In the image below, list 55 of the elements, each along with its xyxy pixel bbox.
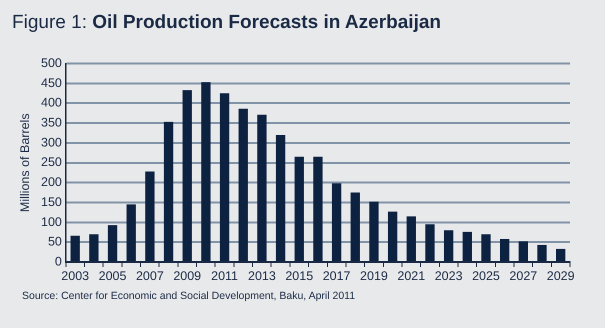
x-tick-label: 2013 xyxy=(248,268,276,283)
x-tick-label: 2007 xyxy=(136,268,164,283)
bar xyxy=(276,134,286,261)
x-tick-label: 2023 xyxy=(434,268,463,283)
bar xyxy=(108,225,118,261)
bar xyxy=(313,156,323,261)
y-tick-label: 500 xyxy=(40,56,62,70)
y-tick-label: 300 xyxy=(40,135,62,150)
bar xyxy=(201,82,211,261)
y-tick-label: 450 xyxy=(40,76,62,90)
bar xyxy=(537,244,547,261)
bar xyxy=(164,122,174,261)
bar xyxy=(350,192,360,261)
bar xyxy=(294,156,304,261)
x-tick-label: 2003 xyxy=(61,268,90,283)
bar xyxy=(425,224,435,261)
bar xyxy=(332,183,342,261)
bar xyxy=(145,171,155,261)
y-tick-label: 400 xyxy=(40,96,62,110)
x-tick-label: 2019 xyxy=(360,268,388,283)
x-tick-label: 2027 xyxy=(509,268,538,283)
x-tick-label: 2015 xyxy=(285,268,314,283)
bar xyxy=(89,234,99,261)
y-tick-label: 100 xyxy=(40,214,62,229)
bar xyxy=(126,204,136,261)
x-tick-label: 2011 xyxy=(211,268,238,283)
bar xyxy=(518,241,528,261)
bar xyxy=(369,202,379,261)
y-tick-label: 350 xyxy=(40,116,62,130)
x-tick-label: 2017 xyxy=(322,268,351,283)
bar xyxy=(182,90,192,261)
x-tick-label: 2005 xyxy=(98,268,126,283)
bar xyxy=(406,216,416,261)
x-tick-label: 2025 xyxy=(472,268,500,283)
y-tick-label: 250 xyxy=(40,155,62,170)
chart-title: Figure 1: Oil Production Forecasts in Azerbaijan xyxy=(12,12,442,34)
bar xyxy=(257,114,267,261)
bar xyxy=(70,236,80,261)
y-tick-label: 200 xyxy=(40,175,62,190)
x-tick-label: 2009 xyxy=(173,268,202,283)
x-tick-label: 2029 xyxy=(546,268,575,283)
y-tick-label: 50 xyxy=(48,234,62,249)
x-tick-label: 2021 xyxy=(397,268,426,283)
y-axis-title: Millions of Barrels xyxy=(18,113,32,212)
bar xyxy=(556,248,566,261)
y-tick-label: 0 xyxy=(54,254,62,268)
bar xyxy=(444,230,454,261)
bar xyxy=(462,232,472,261)
y-tick-label: 150 xyxy=(40,194,62,209)
bar xyxy=(238,108,248,261)
bar xyxy=(388,212,398,261)
bar xyxy=(500,238,510,261)
source-note: Source: Center for Economic and Social Development, Baku, April 2011 xyxy=(22,290,356,302)
bar xyxy=(220,93,230,261)
bar xyxy=(481,234,491,261)
